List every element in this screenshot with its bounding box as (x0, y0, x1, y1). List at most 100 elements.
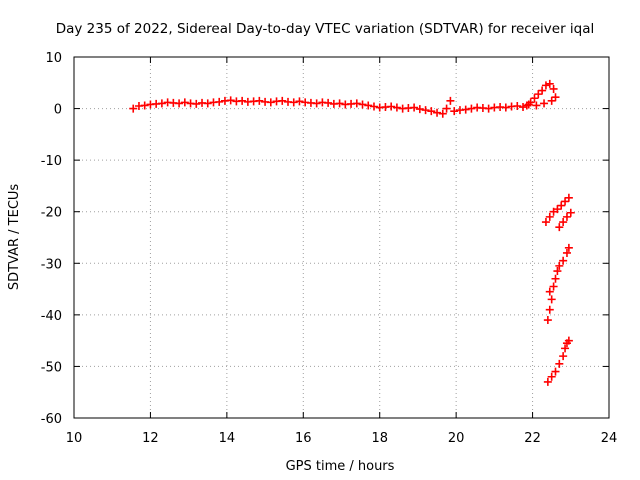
data-point (524, 100, 533, 109)
data-point (561, 344, 570, 353)
data-point (564, 193, 573, 202)
data-point (238, 96, 247, 105)
data-points (129, 79, 575, 386)
data-point (324, 98, 333, 107)
data-point (438, 109, 447, 118)
data-point (545, 79, 554, 88)
x-tick-label: 10 (66, 431, 83, 446)
grid (74, 57, 609, 418)
data-point (547, 96, 556, 105)
data-point (541, 218, 550, 227)
data-point (467, 104, 476, 113)
data-point (553, 205, 562, 214)
data-point (555, 261, 564, 270)
data-point (551, 367, 560, 376)
data-point (555, 359, 564, 368)
y-tick-labels: -60 -50 -40 -30 -20 -10 0 10 (41, 51, 62, 427)
data-point (175, 99, 184, 108)
data-point (549, 84, 558, 93)
data-point (461, 105, 470, 114)
y-tick-label: -20 (41, 206, 62, 221)
data-point (562, 212, 571, 221)
data-point (358, 100, 367, 109)
x-tick-labels: 10 12 14 16 18 20 22 24 (66, 431, 618, 446)
x-axis-label: GPS time / hours (286, 459, 395, 474)
data-point (387, 102, 396, 111)
data-point (566, 208, 575, 217)
data-point (557, 201, 566, 210)
x-tick-label: 20 (448, 431, 465, 446)
data-point (543, 316, 552, 325)
data-point (484, 104, 493, 113)
data-point (530, 94, 539, 103)
data-point (180, 98, 189, 107)
data-point (410, 103, 419, 112)
data-point (433, 108, 442, 117)
data-point (215, 97, 224, 106)
data-point (226, 96, 235, 105)
data-point (140, 101, 149, 110)
y-axis-label: SDTVAR / TECUs (7, 184, 22, 291)
data-point (203, 99, 212, 108)
data-point (415, 105, 424, 114)
axis-ticks (73, 56, 610, 419)
data-point (553, 267, 562, 276)
data-point (534, 90, 543, 99)
data-point (555, 223, 564, 232)
y-tick-label: 0 (54, 103, 62, 118)
y-tick-label: 10 (45, 51, 62, 66)
data-point (312, 99, 321, 108)
data-point (547, 295, 556, 304)
chart-title: Day 235 of 2022, Sidereal Day-to-day VTE… (56, 21, 595, 37)
x-tick-label: 18 (371, 431, 388, 446)
data-point (538, 86, 547, 95)
data-point (266, 98, 275, 107)
data-point (289, 98, 298, 107)
plot-frame (73, 56, 610, 419)
data-point (564, 243, 573, 252)
x-tick-label: 14 (219, 431, 236, 446)
data-point (392, 103, 401, 112)
data-point (561, 197, 570, 206)
data-point (295, 97, 304, 106)
data-point (540, 99, 549, 108)
x-tick-label: 12 (142, 431, 159, 446)
data-point (562, 248, 571, 257)
y-tick-label: -40 (41, 309, 62, 324)
data-point (157, 99, 166, 108)
data-point (129, 104, 138, 113)
data-point (192, 99, 201, 108)
y-tick-label: -30 (41, 257, 62, 272)
data-point (564, 336, 573, 345)
data-point (543, 377, 552, 386)
data-point (559, 352, 568, 361)
x-tick-label: 22 (524, 431, 541, 446)
data-point (547, 372, 556, 381)
data-point (501, 103, 510, 112)
data-point (442, 104, 451, 113)
data-point (369, 102, 378, 111)
data-point (421, 106, 430, 115)
data-point (446, 96, 455, 105)
data-point (255, 96, 264, 105)
x-tick-label: 24 (601, 431, 618, 446)
data-point (541, 81, 550, 90)
y-tick-label: -60 (41, 412, 62, 427)
x-tick-label: 16 (295, 431, 312, 446)
data-point (551, 93, 560, 102)
data-point (450, 107, 459, 116)
data-point (519, 103, 528, 112)
data-point (559, 218, 568, 227)
data-point (278, 96, 287, 105)
data-point (427, 107, 436, 116)
data-point (545, 212, 554, 221)
data-point (559, 256, 568, 265)
data-point (545, 287, 554, 296)
data-point (335, 99, 344, 108)
data-point (352, 99, 361, 108)
data-point (532, 101, 541, 110)
data-point (551, 274, 560, 283)
data-point (549, 282, 558, 291)
y-tick-label: -10 (41, 154, 62, 169)
